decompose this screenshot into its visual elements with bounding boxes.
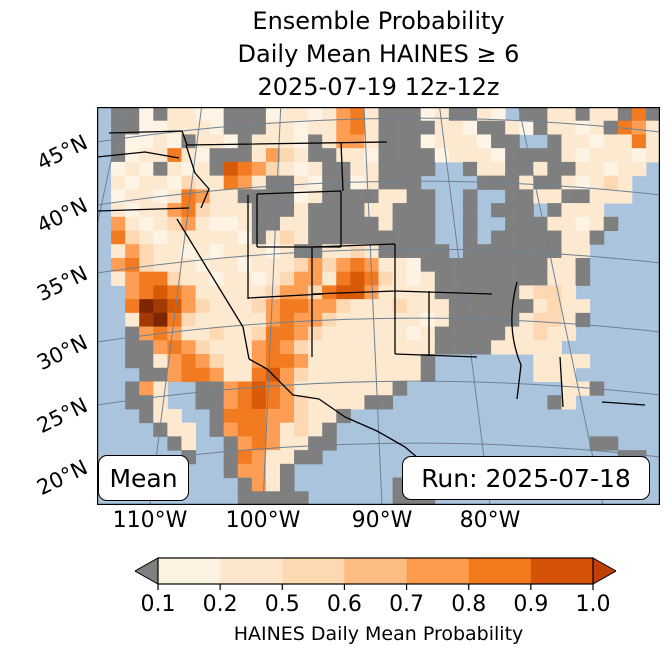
us-haines-probability-map	[97, 107, 660, 505]
chart-title-line3: 2025-07-19 12z-12z	[257, 73, 500, 101]
colorbar-caption: HAINES Daily Mean Probability	[233, 623, 524, 645]
colorbar-tick-0.9: 0.9	[513, 592, 549, 617]
lon-label-110w: 110°W	[112, 508, 188, 533]
colorbar-tick-0.1: 0.1	[140, 592, 176, 617]
lon-label-100w: 100°W	[225, 508, 301, 533]
mean-annotation-label: Mean	[109, 463, 178, 493]
chart-title-line1: Ensemble Probability	[252, 7, 505, 35]
graticule-lines	[97, 107, 660, 505]
map-frame	[97, 107, 660, 505]
probability-grid-cells	[111, 107, 660, 505]
probability-colorbar	[135, 557, 616, 590]
colorbar-tick-0.5: 0.5	[264, 592, 300, 617]
lat-label-30n: 30°N	[33, 330, 92, 375]
colorbar-tick-1.0: 1.0	[575, 592, 611, 617]
chart-title-line2: Daily Mean HAINES ≥ 6	[237, 40, 520, 68]
lat-label-25n: 25°N	[33, 393, 92, 438]
lon-label-90w: 90°W	[351, 508, 413, 533]
mean-annotation-box: Mean	[98, 455, 189, 501]
state-country-boundaries	[97, 130, 646, 460]
lat-label-45n: 45°N	[33, 130, 92, 175]
colorbar-tick-0.7: 0.7	[389, 592, 425, 617]
colorbar-tick-0.6: 0.6	[326, 592, 362, 617]
lon-label-80w: 80°W	[459, 508, 521, 533]
lat-label-35n: 35°N	[33, 261, 92, 306]
lat-label-40n: 40°N	[33, 193, 92, 238]
lat-label-20n: 20°N	[33, 455, 92, 500]
run-annotation-label: Run: 2025-07-18	[421, 463, 631, 493]
colorbar-tick-0.8: 0.8	[451, 592, 487, 617]
colorbar-tick-0.2: 0.2	[202, 592, 238, 617]
colorbar-segments	[135, 557, 616, 590]
run-annotation-box: Run: 2025-07-18	[402, 456, 650, 500]
